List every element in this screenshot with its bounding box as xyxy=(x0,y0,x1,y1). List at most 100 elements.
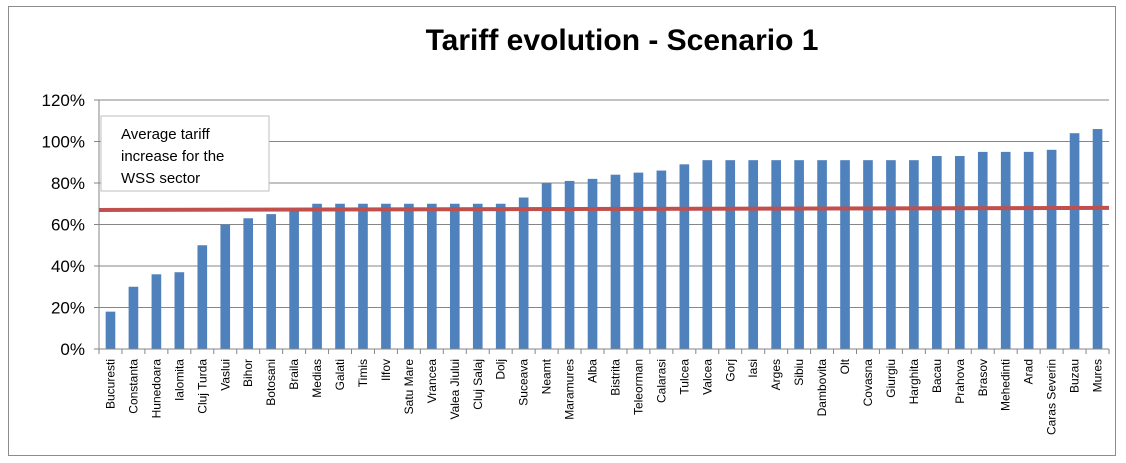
x-tick-label: Constanta xyxy=(126,359,140,414)
bar xyxy=(1046,149,1057,349)
bar xyxy=(541,183,552,349)
bar xyxy=(863,160,873,349)
x-tick-label: Giurgiu xyxy=(884,359,898,398)
x-tick-label: Maramures xyxy=(563,359,577,420)
x-tick-label: Timis xyxy=(356,359,370,387)
bar xyxy=(794,160,804,349)
bars xyxy=(105,129,1103,349)
bar xyxy=(335,203,345,349)
bar xyxy=(105,311,116,349)
bar xyxy=(725,160,736,349)
x-tick-label: Olt xyxy=(838,358,852,374)
y-tick-label: 20% xyxy=(51,299,85,318)
x-tick-label: Teleorman xyxy=(631,359,645,415)
y-tick-label: 100% xyxy=(42,133,85,152)
x-tick-label: Arges xyxy=(769,359,783,390)
bar xyxy=(312,203,322,349)
bar xyxy=(1069,133,1080,349)
bar xyxy=(243,218,254,349)
x-tick-labels: Bucuresti Constanta Hunedoara Ialomita Cluj … xyxy=(103,358,1104,435)
x-tick-label: Caras Severin xyxy=(1045,359,1059,435)
x-tick-label: Cluj Turda xyxy=(195,359,209,414)
axes xyxy=(94,99,1110,354)
y-tick-label: 80% xyxy=(51,174,85,193)
x-tick-label: Vrancea xyxy=(425,359,439,404)
bar xyxy=(1092,129,1103,349)
x-tick-label: Bucuresti xyxy=(103,359,117,409)
bar xyxy=(886,160,896,349)
x-tick-label: Bistrita xyxy=(608,359,622,396)
bar xyxy=(1023,151,1034,349)
bar xyxy=(587,178,598,349)
bar xyxy=(909,160,919,349)
x-tick-label: Dolj xyxy=(494,359,508,380)
x-tick-label: Galati xyxy=(333,359,347,390)
chart-title: Tariff evolution - Scenario 1 xyxy=(426,24,819,57)
bar xyxy=(358,203,368,349)
x-tick-label: Buzau xyxy=(1068,359,1082,393)
x-tick-label: Arad xyxy=(1022,359,1036,384)
reference-line xyxy=(98,205,1110,212)
x-tick-label: Neamt xyxy=(540,358,554,394)
chart-frame: Tariff evolution - Scenario 1 0% 20% 40% 60… xyxy=(8,6,1116,456)
bar xyxy=(128,286,139,349)
bar xyxy=(840,160,850,349)
annotation-line-3: WSS sector xyxy=(121,170,200,187)
x-tick-label: Harghita xyxy=(907,359,921,405)
y-tick-label: 0% xyxy=(60,340,85,359)
y-tick-label: 120% xyxy=(42,91,85,110)
bar xyxy=(381,203,391,349)
x-tick-label: Prahova xyxy=(953,359,967,404)
x-tick-label: Brasov xyxy=(976,359,990,396)
bar xyxy=(266,214,276,349)
bar xyxy=(817,160,827,349)
bar xyxy=(702,160,713,349)
reference-line-annotation: Average tariff increase for the WSS sect… xyxy=(100,115,270,192)
x-tick-label: Botosani xyxy=(264,359,278,406)
bar xyxy=(151,274,162,349)
y-tick-label: 60% xyxy=(51,216,85,235)
bar xyxy=(427,203,437,349)
bar xyxy=(289,209,299,349)
x-tick-label: Sibiu xyxy=(792,359,806,386)
x-tick-label: Satu Mare xyxy=(402,359,416,415)
bar xyxy=(472,203,483,349)
x-tick-label: Cluj Salaj xyxy=(471,359,485,410)
x-tick-label: Bihor xyxy=(241,359,255,387)
y-tick-label: 40% xyxy=(51,257,85,276)
bar xyxy=(932,156,942,349)
x-tick-label: Medias xyxy=(310,359,324,398)
bar xyxy=(771,160,781,349)
bar xyxy=(633,172,644,349)
reference-line-layer xyxy=(98,205,1110,212)
x-tick-label: Ilfov xyxy=(379,359,393,381)
bar xyxy=(197,245,208,349)
x-tick-label: Covasna xyxy=(861,359,875,407)
x-tick-label: Vaslui xyxy=(218,359,232,391)
x-tick-label: Iasi xyxy=(746,359,760,378)
x-tick-label: Calarasi xyxy=(654,359,668,403)
bar xyxy=(404,203,414,349)
x-tick-label: Ialomita xyxy=(172,359,186,401)
bar xyxy=(174,272,185,349)
bar xyxy=(748,160,759,349)
bar xyxy=(610,174,621,349)
x-tick-label: Tulcea xyxy=(677,359,691,395)
x-tick-label: Mures xyxy=(1091,359,1105,392)
annotation-box xyxy=(100,115,270,192)
bar xyxy=(1000,151,1011,349)
bar xyxy=(220,224,231,349)
x-tick-label: Gorj xyxy=(723,359,737,382)
annotation-line-1: Average tariff xyxy=(121,126,210,143)
bar xyxy=(564,180,575,349)
x-tick-label: Valcea xyxy=(700,359,714,395)
x-tick-label: Valea Jiului xyxy=(448,359,462,419)
bar xyxy=(518,197,529,349)
bar-chart: Tariff evolution - Scenario 1 0% 20% 40% 60… xyxy=(42,24,1110,435)
bar xyxy=(656,170,667,349)
x-tick-label: Bacau xyxy=(930,359,944,393)
bar xyxy=(449,203,460,349)
bar xyxy=(977,151,988,349)
x-tick-label: Alba xyxy=(586,359,600,383)
bar xyxy=(495,203,506,349)
